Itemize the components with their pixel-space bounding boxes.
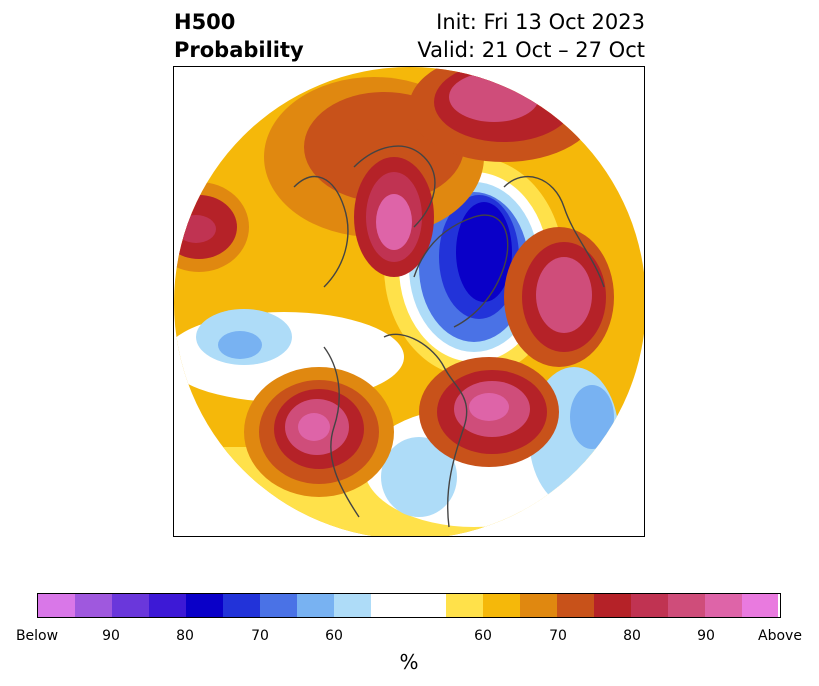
colorbar-segment [149, 594, 186, 617]
colorbar-segment [631, 594, 668, 617]
colorbar-tick-label: Above [758, 628, 802, 644]
colorbar-segment [446, 594, 483, 617]
colorbar-segment [75, 594, 112, 617]
colorbar-segment [594, 594, 631, 617]
colorbar-tick-label: Below [15, 628, 59, 644]
colorbar-segment [186, 594, 223, 617]
title-variable: H500 [174, 10, 236, 34]
colorbar-segment [705, 594, 742, 617]
below-north-pacific-core [218, 331, 262, 359]
above-europe-85 [536, 257, 592, 333]
above-north-cap-peak [449, 72, 539, 122]
colorbar-tick-label: 60 [474, 628, 492, 644]
title-right: Init: Fri 13 Oct 2023 Valid: 21 Oct – 27… [417, 8, 645, 64]
above-west-na-90 [298, 413, 330, 441]
colorbar-tick-label: 90 [102, 628, 120, 644]
colorbar-segment [297, 594, 334, 617]
colorbar-segment [668, 594, 705, 617]
colorbar-tick-label: 70 [251, 628, 269, 644]
probability-map [174, 67, 644, 536]
coastlines [293, 145, 605, 528]
colorbar-tick-label: 90 [697, 628, 715, 644]
title-type: Probability [174, 38, 304, 62]
colorbar-segment [112, 594, 149, 617]
above-east-canada-90 [469, 393, 509, 421]
colorbar-tick-label: 80 [176, 628, 194, 644]
below-central-atlantic-core [570, 385, 614, 449]
below-central-us [381, 437, 457, 517]
colorbar-unit-label: % [399, 650, 419, 674]
colorbar-segment [520, 594, 557, 617]
colorbar-segment [260, 594, 297, 617]
below-arctic-80 [456, 202, 512, 302]
above-central-asia-85 [176, 215, 216, 243]
colorbar-tick-label: 70 [549, 628, 567, 644]
colorbar-segment [483, 594, 520, 617]
colorbar-segment [371, 594, 446, 617]
colorbar-segment [742, 594, 778, 617]
colorbar [37, 593, 781, 618]
colorbar-segment [38, 594, 75, 617]
colorbar-segment [334, 594, 371, 617]
valid-range: Valid: 21 Oct – 27 Oct [417, 38, 645, 62]
above-siberia-90 [376, 194, 412, 250]
colorbar-tick-label: 80 [623, 628, 641, 644]
init-date: Init: Fri 13 Oct 2023 [436, 10, 645, 34]
colorbar-tick-label: 60 [325, 628, 343, 644]
colorbar-segment [557, 594, 594, 617]
colorbar-segment [223, 594, 260, 617]
map-panel [173, 66, 645, 537]
title-left: H500 Probability [174, 8, 304, 64]
